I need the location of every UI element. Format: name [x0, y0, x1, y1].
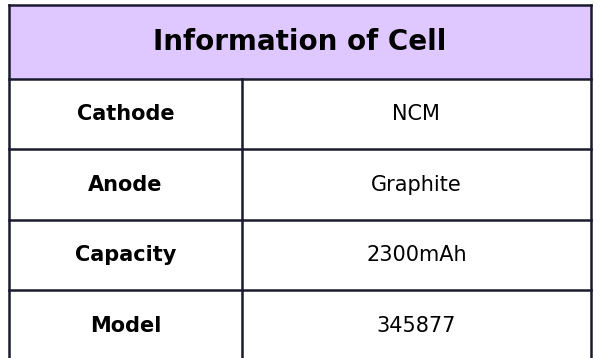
Text: 345877: 345877: [377, 316, 456, 335]
Text: Anode: Anode: [88, 175, 163, 194]
Bar: [9, 149, 591, 220]
Bar: [9, 79, 591, 149]
Bar: [9, 5, 591, 79]
Text: NCM: NCM: [392, 104, 440, 124]
Bar: [9, 220, 591, 290]
Text: Model: Model: [90, 316, 161, 335]
Text: Graphite: Graphite: [371, 175, 462, 194]
Text: Information of Cell: Information of Cell: [154, 28, 446, 56]
Text: 2300mAh: 2300mAh: [366, 245, 467, 265]
Text: Cathode: Cathode: [77, 104, 174, 124]
Text: Capacity: Capacity: [75, 245, 176, 265]
Bar: [9, 290, 591, 358]
